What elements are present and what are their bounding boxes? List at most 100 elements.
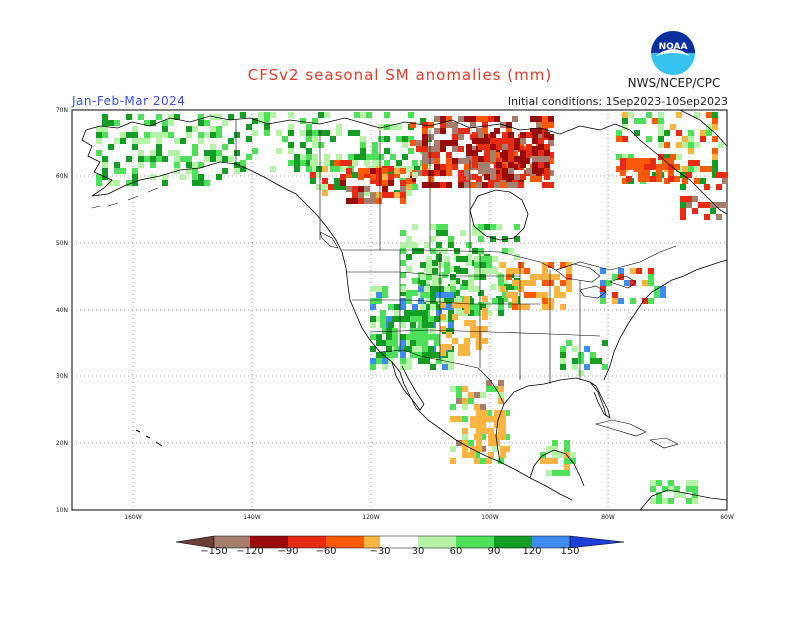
anomaly-cell bbox=[466, 260, 472, 266]
anomaly-cell bbox=[658, 136, 664, 142]
anomaly-cell bbox=[470, 146, 476, 152]
anomaly-cell bbox=[364, 172, 370, 178]
anomaly-cell bbox=[488, 182, 494, 188]
anomaly-cell bbox=[596, 358, 602, 364]
logo-text: NOAA bbox=[659, 42, 688, 52]
anomaly-cell bbox=[198, 138, 204, 144]
anomaly-cell bbox=[114, 138, 120, 144]
anomaly-cell bbox=[682, 166, 688, 172]
anomaly-cell bbox=[544, 156, 550, 162]
anomaly-cell bbox=[420, 118, 426, 124]
anomaly-cell bbox=[462, 446, 468, 452]
anomaly-cell bbox=[402, 154, 408, 160]
anomaly-cell bbox=[372, 154, 378, 160]
colorbar-label-pos120: 120 bbox=[522, 546, 542, 557]
colorbar-bin-neg30 bbox=[364, 536, 380, 548]
anomaly-cell bbox=[424, 278, 430, 284]
anomaly-cell bbox=[488, 452, 494, 458]
anomaly-cell bbox=[542, 262, 548, 268]
anomaly-cell bbox=[306, 130, 312, 136]
anomaly-cell bbox=[508, 168, 514, 174]
anomaly-cell bbox=[198, 132, 204, 138]
anomaly-cell bbox=[400, 168, 406, 174]
anomaly-cell bbox=[462, 434, 468, 440]
anomaly-cell bbox=[376, 174, 382, 180]
anomaly-cell bbox=[306, 136, 312, 142]
anomaly-cell bbox=[542, 122, 548, 128]
anomaly-cell bbox=[428, 316, 434, 322]
anomaly-cell bbox=[664, 142, 670, 148]
anomaly-cell bbox=[434, 164, 440, 170]
anomaly-cell bbox=[420, 280, 426, 286]
anomaly-cell bbox=[502, 290, 508, 296]
anomaly-cell bbox=[404, 310, 410, 316]
anomaly-cell bbox=[394, 168, 400, 174]
anomaly-cell bbox=[410, 334, 416, 340]
anomaly-cell bbox=[658, 118, 664, 124]
anomaly-cell bbox=[102, 162, 108, 168]
anomaly-cell bbox=[276, 130, 282, 136]
anomaly-cell bbox=[400, 352, 406, 358]
anomaly-cell bbox=[478, 248, 484, 254]
anomaly-cell bbox=[462, 280, 468, 286]
anomaly-cell bbox=[436, 230, 442, 236]
anomaly-cell bbox=[364, 186, 370, 192]
anomaly-cell bbox=[464, 296, 470, 302]
anomaly-cell bbox=[430, 224, 436, 230]
anomaly-cell bbox=[144, 138, 150, 144]
anomaly-cell bbox=[448, 364, 454, 370]
anomaly-cell bbox=[578, 370, 584, 376]
anomaly-cell bbox=[456, 386, 462, 392]
anomaly-cell bbox=[498, 274, 504, 280]
anomaly-cell bbox=[544, 174, 550, 180]
anomaly-cell bbox=[506, 274, 512, 280]
anomaly-cell bbox=[492, 256, 498, 262]
anomaly-cell bbox=[450, 286, 456, 292]
anomaly-cell bbox=[426, 286, 432, 292]
anomaly-cell bbox=[584, 364, 590, 370]
anomaly-cell bbox=[434, 340, 440, 346]
anomaly-cell bbox=[340, 180, 346, 186]
anomaly-cell bbox=[424, 242, 430, 248]
anomaly-cell bbox=[532, 156, 538, 162]
anomaly-cell bbox=[548, 152, 554, 158]
anomaly-cell bbox=[552, 458, 558, 464]
anomaly-cell bbox=[464, 116, 470, 122]
anomaly-cell bbox=[162, 126, 168, 132]
anomaly-cell bbox=[114, 168, 120, 174]
anomaly-cell bbox=[478, 224, 484, 230]
anomaly-cell bbox=[486, 458, 492, 464]
anomaly-cell bbox=[96, 180, 102, 186]
anomaly-cell bbox=[542, 128, 548, 134]
anomaly-cell bbox=[370, 298, 376, 304]
anomaly-cell bbox=[234, 162, 240, 168]
anomaly-cell bbox=[542, 116, 548, 122]
anomaly-cell bbox=[400, 290, 406, 296]
anomaly-cell bbox=[458, 176, 464, 182]
anomaly-cell bbox=[300, 130, 306, 136]
anomaly-cell bbox=[422, 310, 428, 316]
anomaly-cell bbox=[410, 176, 416, 182]
anomaly-cell bbox=[632, 164, 638, 170]
anomaly-cell bbox=[458, 116, 464, 122]
anomaly-cell bbox=[662, 486, 668, 492]
anomaly-cell bbox=[420, 304, 426, 310]
anomaly-cell bbox=[544, 144, 550, 150]
anomaly-cell bbox=[502, 156, 508, 162]
anomaly-cell bbox=[120, 132, 126, 138]
anomaly-cell bbox=[446, 122, 452, 128]
anomaly-cell bbox=[540, 452, 546, 458]
anomaly-cell bbox=[504, 410, 510, 416]
anomaly-cell bbox=[426, 274, 432, 280]
anomaly-cell bbox=[470, 122, 476, 128]
anomaly-cell bbox=[126, 114, 132, 120]
anomaly-cell bbox=[514, 138, 520, 144]
anomaly-cell bbox=[186, 132, 192, 138]
anomaly-cell bbox=[406, 266, 412, 272]
anomaly-cell bbox=[514, 174, 520, 180]
anomaly-cell bbox=[168, 132, 174, 138]
anomaly-cell bbox=[478, 230, 484, 236]
anomaly-cell bbox=[252, 130, 258, 136]
anomaly-cell bbox=[418, 358, 424, 364]
anomaly-cell bbox=[544, 132, 550, 138]
